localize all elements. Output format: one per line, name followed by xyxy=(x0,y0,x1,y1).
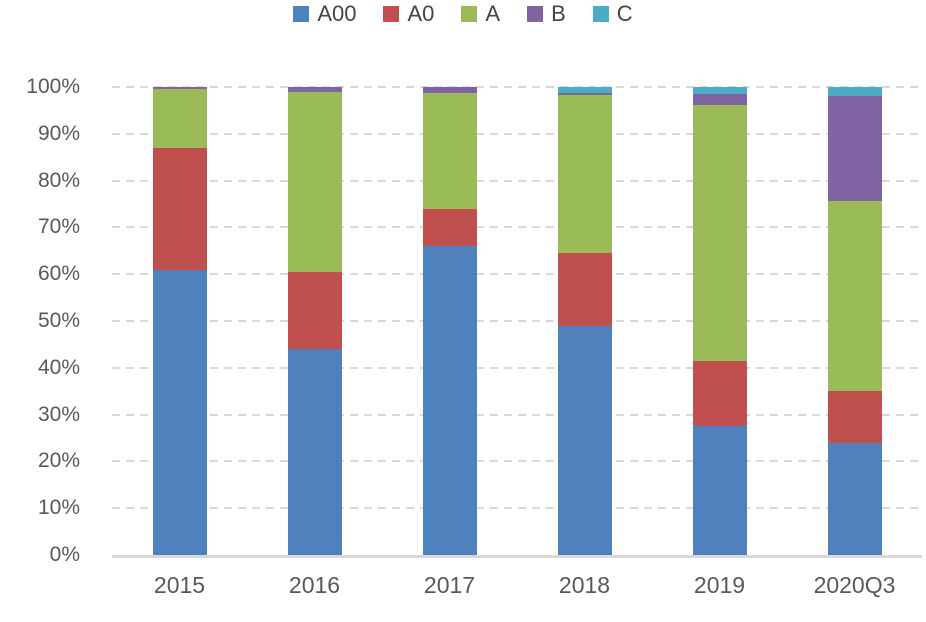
y-axis-label-50: 50% xyxy=(37,309,80,332)
segment-2016-B xyxy=(287,87,342,92)
bar-2020Q3 xyxy=(827,87,882,555)
segment-2018-A0 xyxy=(557,253,612,326)
x-axis: 2015 2016 2017 2018 2019 2020Q3 xyxy=(112,572,922,599)
segment-2015-B xyxy=(152,87,207,90)
gridline-90 xyxy=(112,132,922,135)
segment-2020Q3-B xyxy=(827,95,882,202)
x-axis-label-2020Q3: 2020Q3 xyxy=(813,572,896,598)
bar-slot-2020Q3 xyxy=(787,87,922,555)
plot-area xyxy=(112,86,922,555)
gridline-10 xyxy=(112,507,922,510)
legend-swatch-icon xyxy=(461,6,478,22)
x-axis-label-2016: 2016 xyxy=(288,572,341,598)
segment-2019-B xyxy=(692,94,747,105)
y-axis-label-80: 80% xyxy=(37,168,80,192)
segment-2019-A00 xyxy=(692,426,747,555)
segment-2016-A xyxy=(287,91,342,272)
x-axis-label-2017: 2017 xyxy=(423,572,476,598)
bar-slot-2019 xyxy=(652,87,787,555)
gridline-70 xyxy=(112,226,922,229)
y-axis-label-20: 20% xyxy=(37,449,80,473)
legend-item-A00: A00 xyxy=(293,3,356,25)
legend-label: B xyxy=(551,1,566,26)
legend-label: C xyxy=(616,1,633,26)
x-axis-line xyxy=(112,555,922,558)
legend-label: A xyxy=(485,1,501,26)
y-axis-label-60: 60% xyxy=(37,262,80,286)
bars xyxy=(112,87,922,555)
bar-2017 xyxy=(422,87,477,555)
segment-2016-A00 xyxy=(287,349,342,555)
segment-2020Q3-A00 xyxy=(827,442,882,555)
segment-2017-A0 xyxy=(422,208,477,247)
legend-item-A: A xyxy=(461,3,500,25)
segment-2017-A xyxy=(422,93,477,209)
gridline-50 xyxy=(112,320,922,322)
legend-swatch-icon xyxy=(527,6,544,22)
bar-slot-2015 xyxy=(112,87,247,555)
segment-2017-B xyxy=(422,87,477,94)
segment-2020Q3-A0 xyxy=(827,391,882,443)
gridline-40 xyxy=(112,366,922,369)
legend-item-B: B xyxy=(527,3,566,25)
x-axis-label-2018: 2018 xyxy=(558,572,611,598)
gridline-30 xyxy=(112,413,922,416)
bar-slot-2018 xyxy=(517,87,652,555)
x-axis-label-2015: 2015 xyxy=(153,572,206,598)
legend-swatch-icon xyxy=(383,6,400,22)
y-axis-label-0: 0% xyxy=(49,543,80,566)
legend-item-A0: A0 xyxy=(383,3,434,25)
legend-item-C: C xyxy=(592,1,633,26)
legend-swatch-icon xyxy=(293,6,310,22)
segment-2015-A00 xyxy=(152,269,207,555)
y-axis-label-10: 10% xyxy=(37,496,80,520)
segment-2015-A0 xyxy=(152,147,207,270)
gridline-60 xyxy=(112,273,922,276)
segment-2017-A00 xyxy=(422,246,477,555)
gridline-20 xyxy=(112,460,922,463)
bar-2019 xyxy=(692,87,747,555)
y-axis-label-30: 30% xyxy=(37,402,80,426)
segment-2018-B xyxy=(557,93,612,95)
segment-2015-A xyxy=(152,89,207,148)
bar-slot-2016 xyxy=(247,87,382,555)
bar-2018 xyxy=(557,87,612,555)
y-axis-label-100: 100% xyxy=(26,75,80,98)
bar-2016 xyxy=(287,87,342,555)
segment-2020Q3-C xyxy=(827,87,882,96)
segment-2018-A xyxy=(557,94,612,254)
bar-2015 xyxy=(152,87,207,555)
gridline-100 xyxy=(112,86,922,88)
legend-swatch-icon xyxy=(592,6,609,22)
y-axis-label-70: 70% xyxy=(37,215,80,239)
legend: A00 A0 A B C xyxy=(0,3,926,25)
segment-2019-A0 xyxy=(692,360,747,427)
gridline-80 xyxy=(112,179,922,182)
legend-label: A00 xyxy=(317,1,357,26)
segment-2019-C xyxy=(692,87,747,95)
segment-2019-A xyxy=(692,104,747,361)
bar-slot-2017 xyxy=(382,87,517,555)
segment-2016-A0 xyxy=(287,271,342,350)
y-axis-label-40: 40% xyxy=(37,355,80,379)
y-axis-label-90: 90% xyxy=(37,121,80,145)
segment-2018-A00 xyxy=(557,325,612,555)
x-axis-label-2019: 2019 xyxy=(693,572,746,598)
segment-2018-C xyxy=(557,87,612,94)
segment-2020Q3-A xyxy=(827,201,882,392)
y-axis: 0% 10% 20% 30% 40% 50% 60% 70% 80% 90% 100% xyxy=(0,0,80,622)
legend-label: A0 xyxy=(407,1,435,26)
